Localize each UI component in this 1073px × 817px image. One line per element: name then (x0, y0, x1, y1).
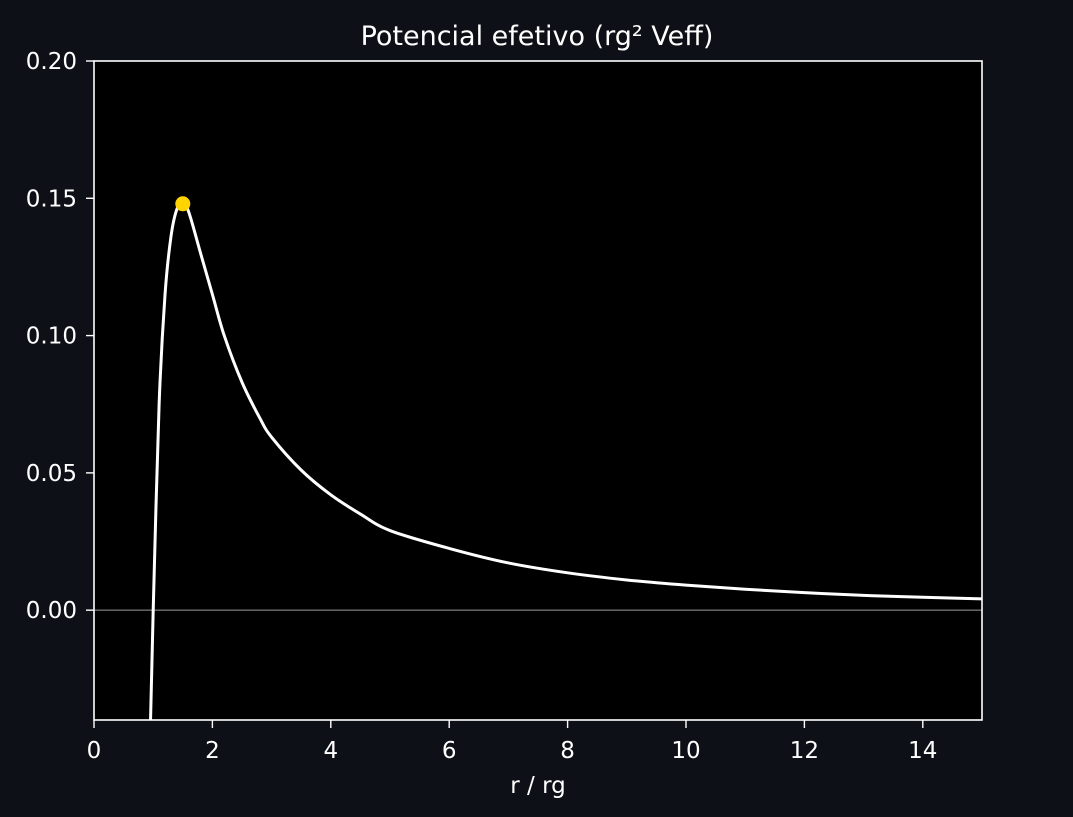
x-tick-label: 2 (205, 738, 220, 764)
x-axis-label: r / rg (510, 773, 565, 799)
y-tick-label: 0.15 (26, 186, 77, 212)
x-tick-label: 12 (790, 738, 819, 764)
x-tick-label: 6 (442, 738, 457, 764)
chart-title: Potencial efetivo (rg² Veff) (361, 21, 714, 52)
series-line-0 (149, 202, 983, 721)
plot-area (94, 61, 982, 720)
x-tick-label: 0 (87, 738, 102, 764)
y-tick-label: 0.05 (26, 461, 77, 487)
peak-marker (175, 196, 191, 212)
x-tick-label: 14 (908, 738, 937, 764)
y-tick-label: 0.00 (26, 598, 77, 624)
x-tick-label: 8 (560, 738, 575, 764)
x-tick-label: 10 (671, 738, 700, 764)
y-tick-label: 0.10 (26, 324, 77, 350)
y-tick-label: 0.20 (26, 49, 77, 75)
plot-frame (93, 60, 983, 721)
x-tick-label: 4 (323, 738, 338, 764)
